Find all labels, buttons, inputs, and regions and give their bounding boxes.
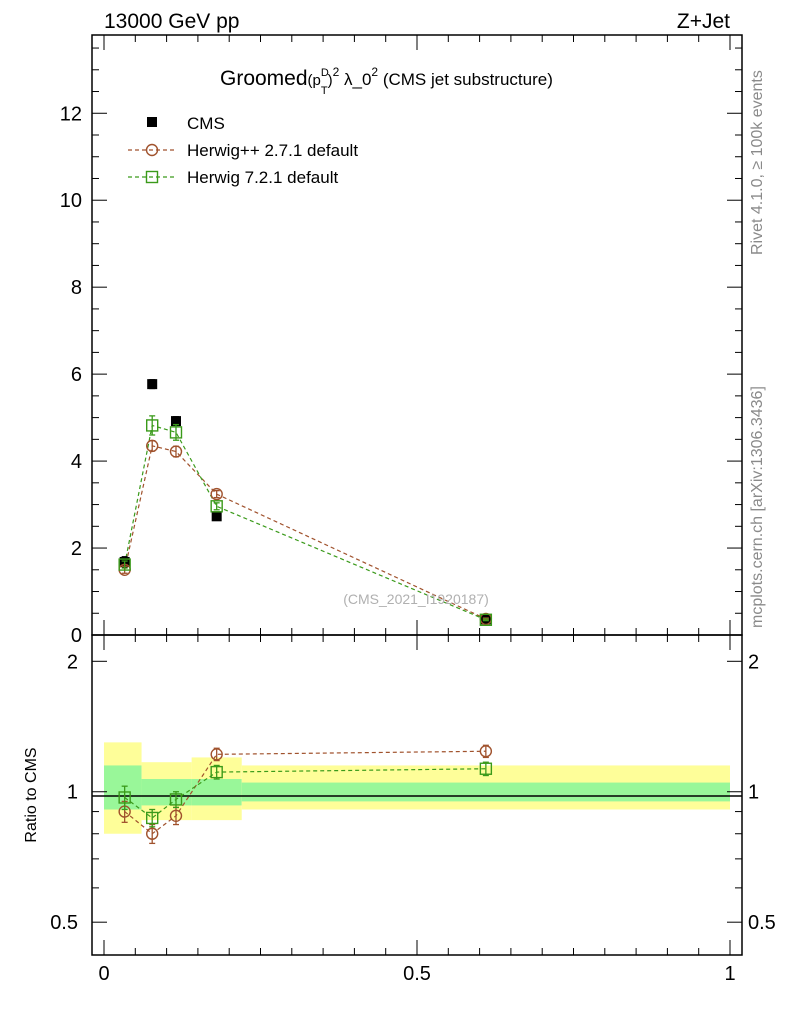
- ratio-inner-band: [191, 779, 242, 806]
- legend-herwig7-label: Herwig 7.2.1 default: [187, 168, 338, 187]
- ratio-y-tick-label-right: 0.5: [748, 912, 776, 934]
- main-y-tick-label: 4: [71, 451, 82, 473]
- legend-herwigpp-label: Herwig++ 2.7.1 default: [187, 141, 358, 160]
- ratio-y-tick-label: 1: [67, 782, 78, 804]
- herwig7-ratio-point: [118, 791, 131, 804]
- herwig7-data-point: [118, 558, 131, 571]
- process-label: Z+Jet: [677, 10, 730, 33]
- herwigpp-ratio-point: [210, 748, 223, 761]
- x-tick-label: 0.5: [403, 963, 431, 985]
- main-line-herwigpp: [124, 445, 487, 620]
- ratio-y-tick-label-right: 1: [748, 782, 759, 804]
- mcplots-credit-label: mcplots.cern.ch [arXiv:1306.3436]: [749, 386, 766, 628]
- herwigpp-ratio-point: [169, 809, 183, 823]
- ratio-uncertainty-bands: [104, 742, 730, 834]
- ratio-y-tick-label-right: 2: [748, 651, 759, 673]
- herwigpp-data-point: [210, 487, 223, 501]
- herwig7-ratio-point: [169, 793, 183, 806]
- cms-data-point: [147, 379, 158, 390]
- ratio-axis-ticks: 0.5 0.5 1 1 2 2 0 0.5 1: [50, 635, 776, 985]
- herwig7-data-point: [479, 613, 493, 626]
- ratio-y-tick-label: 2: [67, 651, 78, 673]
- plot-title: Groomed(pD T)2 λ_02 (CMS jet substructure…: [220, 65, 553, 97]
- cms-data-point: [211, 511, 222, 522]
- cms-data-point: [170, 416, 181, 427]
- herwigpp-ratio-point: [146, 827, 159, 840]
- analysis-watermark: (CMS_2021_I1920187): [343, 591, 489, 607]
- herwigpp-data-point: [169, 445, 183, 458]
- main-y-tick-label: 10: [60, 190, 82, 212]
- herwig7-ratio-point: [146, 811, 159, 825]
- main-y-tick-label: 8: [71, 277, 82, 299]
- herwig7-ratio-point: [210, 765, 223, 779]
- main-y-tick-label: 0: [71, 625, 82, 647]
- main-axis-ticks: 0 2 4 6 8 10 12: [60, 35, 742, 647]
- herwig7-data-point: [210, 500, 223, 513]
- x-tick-label: 0: [98, 963, 109, 985]
- herwig7-ratio-point: [479, 762, 493, 775]
- ratio-y-axis-label: Ratio to CMS: [23, 747, 40, 842]
- herwigpp-ratio-point: [479, 745, 493, 758]
- ratio-data-marks: [118, 744, 493, 845]
- collision-energy-label: 13000 GeV pp: [104, 10, 239, 33]
- legend-cms-marker: [147, 117, 157, 127]
- main-data-marks: [118, 379, 493, 626]
- main-y-tick-label: 12: [60, 103, 82, 125]
- rivet-version-label: Rivet 4.1.0, ≥ 100k events: [749, 70, 766, 255]
- legend-cms-label: CMS: [187, 114, 225, 133]
- herwig7-data-point: [146, 419, 159, 432]
- ratio-y-tick-label: 0.5: [50, 912, 78, 934]
- ratio-inner-band: [241, 782, 730, 802]
- main-line-herwig7: [124, 424, 487, 621]
- legend: CMS Herwig++ 2.7.1 default Herwig 7.2.1 …: [128, 114, 358, 187]
- herwigpp-data-point: [146, 439, 159, 453]
- ratio-inner-band: [141, 779, 192, 806]
- legend-herwigpp-marker: [145, 143, 159, 157]
- x-tick-label: 1: [724, 963, 735, 985]
- herwig7-data-point: [169, 426, 183, 439]
- legend-herwig7-marker: [145, 170, 159, 184]
- main-y-tick-label: 2: [71, 538, 82, 560]
- ratio-plot-frame: [91, 634, 743, 956]
- ratio-inner-band: [104, 765, 142, 810]
- main-y-tick-label: 6: [71, 364, 82, 386]
- main-series-lines: [124, 424, 487, 621]
